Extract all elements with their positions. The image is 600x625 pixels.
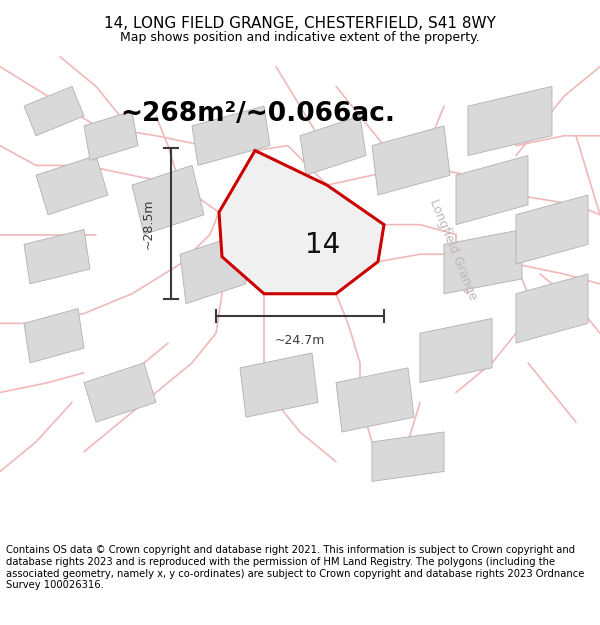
Text: 14, LONG FIELD GRANGE, CHESTERFIELD, S41 8WY: 14, LONG FIELD GRANGE, CHESTERFIELD, S41… <box>104 16 496 31</box>
Polygon shape <box>180 234 246 304</box>
Text: ~24.7m: ~24.7m <box>275 334 325 347</box>
Text: ~28.5m: ~28.5m <box>142 198 155 249</box>
Polygon shape <box>444 229 522 294</box>
Polygon shape <box>84 111 138 161</box>
Polygon shape <box>300 116 366 175</box>
Polygon shape <box>24 86 84 136</box>
Polygon shape <box>84 363 156 422</box>
Polygon shape <box>336 368 414 432</box>
Text: Longfield Grange: Longfield Grange <box>427 197 479 302</box>
Polygon shape <box>468 86 552 156</box>
Polygon shape <box>372 126 450 195</box>
Polygon shape <box>372 432 444 481</box>
Polygon shape <box>456 156 528 224</box>
Polygon shape <box>516 274 588 343</box>
Polygon shape <box>516 195 588 264</box>
Text: ~268m²/~0.066ac.: ~268m²/~0.066ac. <box>121 101 395 126</box>
Text: 14: 14 <box>305 231 340 259</box>
Polygon shape <box>132 166 204 234</box>
Polygon shape <box>24 229 90 284</box>
Polygon shape <box>240 353 318 418</box>
Polygon shape <box>420 318 492 382</box>
Polygon shape <box>219 151 384 294</box>
Text: Map shows position and indicative extent of the property.: Map shows position and indicative extent… <box>120 31 480 44</box>
Polygon shape <box>192 106 270 166</box>
Polygon shape <box>36 156 108 215</box>
Polygon shape <box>24 309 84 363</box>
Text: Contains OS data © Crown copyright and database right 2021. This information is : Contains OS data © Crown copyright and d… <box>6 546 584 590</box>
